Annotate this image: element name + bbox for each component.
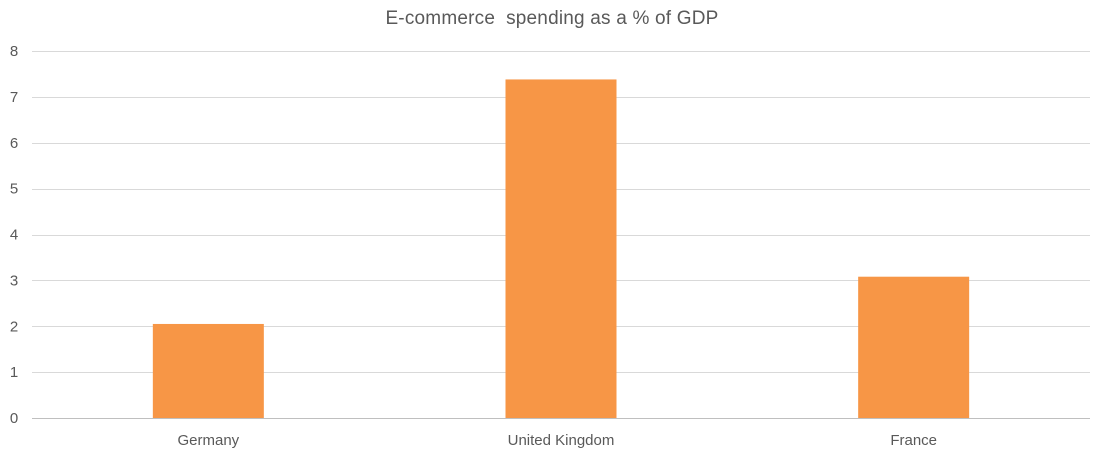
y-tick-label: 1 (10, 364, 18, 381)
bar (858, 276, 970, 418)
y-tick-label: 5 (10, 181, 18, 198)
y-tick-label: 7 (10, 89, 18, 106)
x-tick-label: France (890, 432, 937, 449)
y-tick-label: 3 (10, 272, 18, 289)
y-tick-label: 2 (10, 318, 18, 335)
bar (152, 323, 264, 418)
bar (505, 79, 617, 418)
y-axis-ticks: 0 1 2 3 4 5 6 7 8 (10, 43, 18, 427)
y-tick-label: 8 (10, 43, 18, 60)
y-tick-label: 6 (10, 135, 18, 152)
x-tick-label: United Kingdom (508, 432, 615, 449)
chart-title: E-commerce spending as a % of GDP (385, 8, 719, 29)
y-tick-label: 0 (10, 410, 18, 427)
y-tick-label: 4 (10, 227, 18, 244)
x-tick-label: Germany (177, 432, 239, 449)
x-axis-ticks: Germany United Kingdom France (177, 432, 937, 449)
bars (152, 79, 970, 418)
